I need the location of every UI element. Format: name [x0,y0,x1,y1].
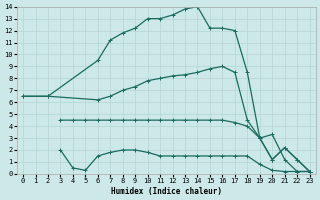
X-axis label: Humidex (Indice chaleur): Humidex (Indice chaleur) [111,187,222,196]
